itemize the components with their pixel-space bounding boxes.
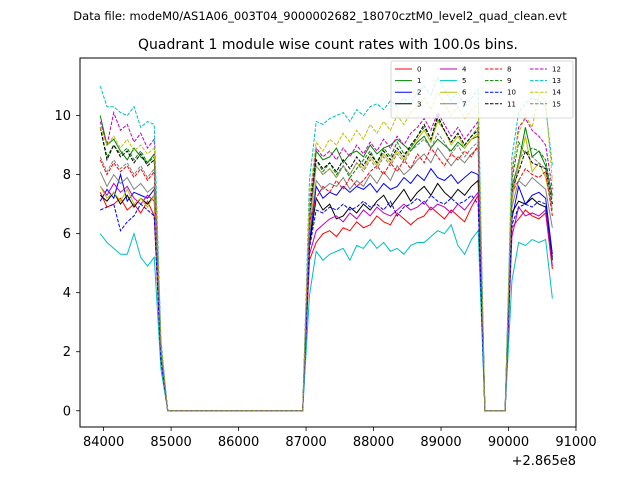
y-tick-label: 8 bbox=[63, 168, 71, 183]
legend-label-5: 5 bbox=[462, 77, 466, 85]
legend-label-8: 8 bbox=[507, 66, 511, 74]
plot-area bbox=[99, 76, 553, 412]
legend-label-4: 4 bbox=[462, 66, 467, 74]
y-axis: 0 2 4 6 8 10 bbox=[54, 109, 80, 419]
legend-label-12: 12 bbox=[552, 66, 561, 74]
x-tick-label: 88000 bbox=[353, 435, 394, 450]
series-line-12 bbox=[99, 110, 553, 412]
x-tick-label: 89000 bbox=[420, 435, 461, 450]
legend-label-14: 14 bbox=[552, 89, 561, 97]
chart-title: Quadrant 1 module wise count rates with … bbox=[138, 37, 518, 53]
x-offset-text: +2.865e8 bbox=[512, 454, 576, 469]
axes-frame bbox=[79, 57, 577, 428]
legend-label-13: 13 bbox=[552, 77, 561, 85]
series-line-9 bbox=[99, 117, 553, 412]
figure-suptitle: Data file: modeM0/AS1A06_003T04_90000026… bbox=[73, 9, 567, 23]
legend-label-1: 1 bbox=[417, 77, 421, 85]
series-line-15 bbox=[99, 132, 553, 412]
legend-label-10: 10 bbox=[507, 89, 516, 97]
y-tick-label: 4 bbox=[63, 286, 71, 301]
legend-label-9: 9 bbox=[507, 77, 511, 85]
legend-label-15: 15 bbox=[552, 100, 561, 108]
y-tick-label: 6 bbox=[63, 227, 71, 242]
legend-label-0: 0 bbox=[417, 66, 421, 74]
x-tick-label: 87000 bbox=[285, 435, 326, 450]
x-tick-label: 91000 bbox=[555, 435, 596, 450]
legend-label-7: 7 bbox=[462, 100, 466, 108]
x-axis: 84000 85000 86000 87000 88000 89000 90000 91000 bbox=[83, 427, 597, 450]
x-tick-label: 84000 bbox=[83, 435, 124, 450]
series-line-11 bbox=[99, 114, 553, 412]
y-tick-label: 2 bbox=[63, 345, 71, 360]
legend-box bbox=[390, 60, 574, 119]
x-tick-label: 90000 bbox=[488, 435, 529, 450]
y-tick-label: 10 bbox=[54, 109, 71, 124]
x-tick-label: 85000 bbox=[150, 435, 191, 450]
x-tick-label: 86000 bbox=[218, 435, 259, 450]
legend-label-2: 2 bbox=[417, 89, 421, 97]
y-tick-label: 0 bbox=[63, 404, 71, 419]
series-line-14 bbox=[99, 90, 553, 412]
legend-label-11: 11 bbox=[507, 100, 516, 108]
legend-label-3: 3 bbox=[417, 100, 421, 108]
legend-label-6: 6 bbox=[462, 89, 467, 97]
